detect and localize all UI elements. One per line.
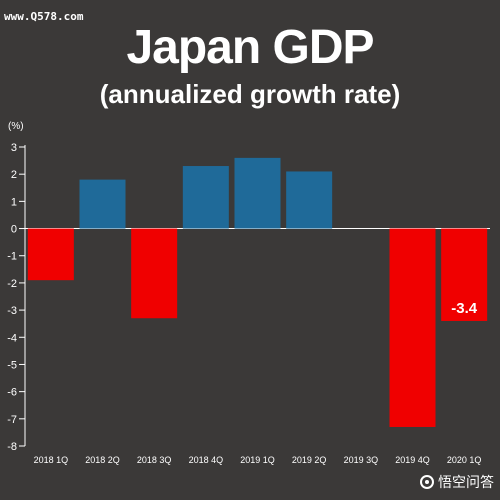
bar (441, 228, 488, 321)
x-tick-label: 2018 4Q (189, 455, 224, 465)
brand-label: 悟空问答 (438, 474, 494, 490)
brand-logo: 悟空问答 (420, 472, 494, 492)
y-tick-label: -4 (7, 332, 17, 344)
bar (131, 228, 178, 319)
data-label: -3.4 (451, 300, 478, 317)
x-tick-label: 2019 2Q (292, 455, 327, 465)
x-tick-label: 2019 3Q (344, 455, 379, 465)
y-tick-label: -2 (7, 278, 17, 290)
y-tick-label: 1 (11, 196, 17, 208)
y-tick-label: -6 (7, 387, 17, 399)
y-tick-label: -7 (7, 414, 17, 426)
bar (79, 179, 126, 229)
x-tick-label: 2019 4Q (395, 455, 430, 465)
x-tick-label: 2020 1Q (447, 455, 482, 465)
chart-title: Japan GDP (126, 21, 374, 74)
y-tick-label: 3 (11, 142, 17, 154)
x-tick-label: 2018 2Q (85, 455, 120, 465)
y-tick-label: 0 (11, 224, 17, 236)
bar (182, 166, 229, 229)
y-axis-unit: (%) (8, 121, 24, 132)
bar (389, 228, 436, 427)
y-tick-label: -5 (7, 359, 17, 371)
bar (234, 157, 281, 229)
x-tick-label: 2019 1Q (240, 455, 275, 465)
watermark-text: www.Q578.com (4, 10, 84, 23)
y-tick-label: -3 (7, 305, 17, 317)
bar (27, 228, 74, 281)
x-tick-label: 2018 3Q (137, 455, 172, 465)
y-tick-label: -8 (7, 441, 17, 453)
y-tick-label: -1 (7, 251, 17, 263)
bar (286, 171, 333, 229)
chart-subtitle: (annualized growth rate) (99, 79, 401, 109)
x-tick-label: 2018 1Q (34, 455, 69, 465)
brand-icon (420, 475, 434, 489)
y-tick-label: 2 (11, 169, 17, 181)
